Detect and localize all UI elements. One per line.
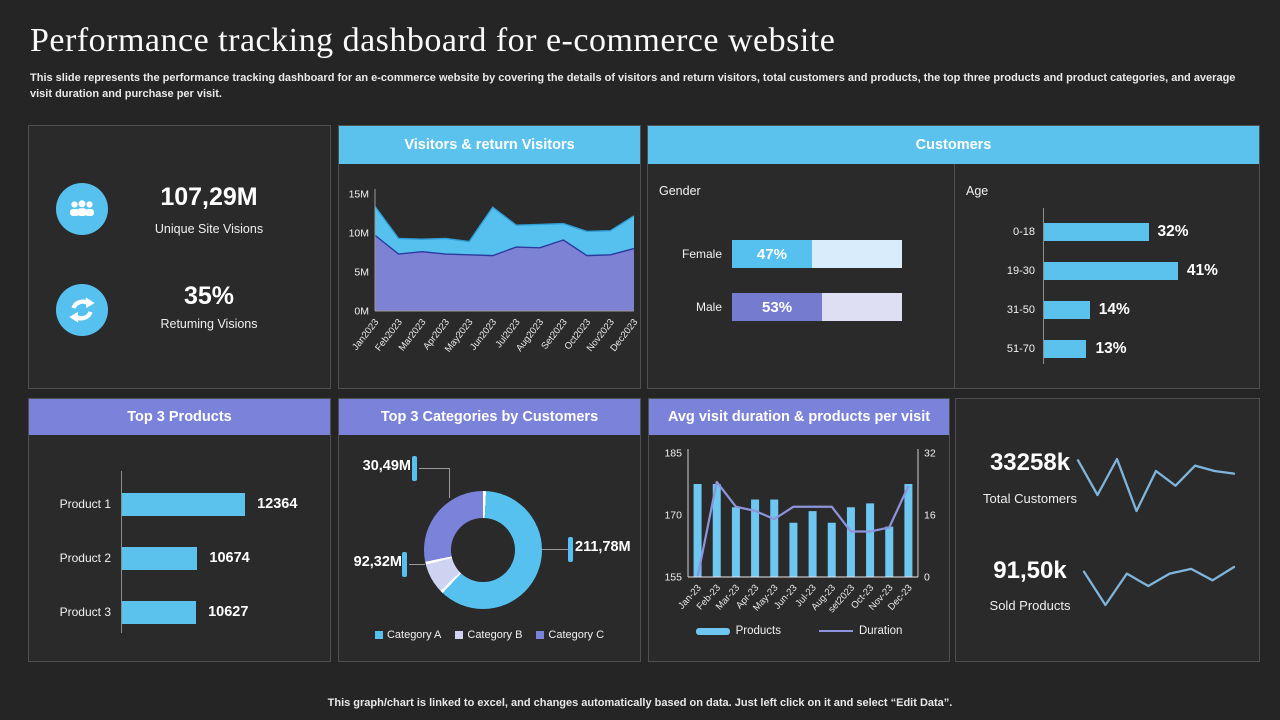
- avg-visit-header: Avg visit duration & products per visit: [649, 399, 949, 435]
- top-products-chart[interactable]: Product 1 12364 Product 2 10674 Product 3 106…: [29, 435, 330, 663]
- avg-visit-panel: Avg visit duration & products per visit …: [648, 398, 950, 662]
- svg-text:0M: 0M: [354, 306, 369, 318]
- leader-line: [542, 549, 568, 550]
- svg-text:185: 185: [664, 448, 682, 460]
- gender-row: Female 47%: [660, 240, 902, 268]
- visitors-area-chart[interactable]: 0M5M10M15MJan2023Feb2023Mar2023Apr2023Ma…: [341, 184, 639, 406]
- svg-text:10M: 10M: [349, 228, 369, 240]
- legend-label-category-a: Category A: [386, 629, 442, 641]
- legend-swatch-duration: [818, 629, 853, 633]
- donut-callout-tick: [412, 456, 417, 481]
- visitors-panel-header: Visitors & return Visitors: [339, 126, 640, 164]
- avg-visit-combo-chart[interactable]: 155 170 185 0 16 32 Jan-23 Feb-23 Mar-23 Apr-23 Ma…: [649, 435, 949, 663]
- age-row: 51-70 13%: [1006, 339, 1127, 358]
- donut-callout-tick: [568, 537, 573, 562]
- svg-text:0: 0: [924, 572, 930, 584]
- combo-chart-svg[interactable]: 15517018501632Jan-23Feb-23Mar-23Apr-23Ma…: [651, 437, 947, 625]
- categories-panel: Top 3 Categories by Customers 30,49M 92,…: [338, 398, 641, 662]
- products-axis: [121, 471, 122, 633]
- leader-line: [419, 468, 449, 469]
- age-chart[interactable]: Age 0-18 32% 19-30 41% 31-50 14% 51-70 13%: [955, 164, 1261, 390]
- total-customers-value: 33258k: [989, 449, 1071, 476]
- category-b-value: 92,32M: [353, 554, 402, 570]
- legend-swatch-category-a: [374, 631, 383, 639]
- refresh-icon: [56, 284, 108, 336]
- legend-label-products: Products: [735, 625, 781, 637]
- svg-text:170: 170: [664, 510, 682, 522]
- donut-legend: Category A Category B Category C: [339, 629, 640, 641]
- combo-legend: Products Duration: [649, 625, 949, 637]
- customers-panel: Customers Gender Female 47% Male 53% Age 0-…: [647, 125, 1260, 389]
- svg-text:155: 155: [664, 572, 682, 584]
- gender-label: Gender: [659, 184, 701, 198]
- total-customers-label: Total Customers: [983, 491, 1077, 506]
- gender-chart[interactable]: Gender Female 47% Male 53%: [648, 164, 954, 390]
- customers-panel-header: Customers: [648, 126, 1259, 164]
- users-icon: [56, 183, 108, 235]
- page-title: Performance tracking dashboard for e-com…: [30, 22, 836, 59]
- legend-label-category-c: Category C: [548, 629, 605, 641]
- product-row: Product 2 10674: [35, 531, 325, 585]
- top-products-panel: Top 3 Products Product 1 12364 Product 2 10…: [28, 398, 331, 662]
- stats-panel: 107,29M Unique Site Visions 35% Retuming…: [28, 125, 331, 389]
- unique-visits-value: 107,29M: [160, 183, 258, 211]
- leader-line: [409, 564, 425, 565]
- product-row: Product 3 10627: [35, 585, 325, 639]
- returning-visits-value: 35%: [183, 282, 235, 310]
- age-row: 19-30 41%: [1006, 261, 1218, 280]
- page-subtitle: This slide represents the performance tr…: [30, 72, 1236, 100]
- legend-label-category-b: Category B: [467, 629, 523, 641]
- legend-swatch-category-c: [536, 631, 545, 639]
- top-products-header: Top 3 Products: [29, 399, 330, 435]
- returning-visits-label: Retuming Visions: [160, 317, 258, 331]
- donut-callout-tick: [402, 552, 407, 577]
- age-row: 31-50 14%: [1006, 300, 1130, 319]
- category-a-value: 211,78M: [575, 539, 631, 555]
- sold-products-label: Sold Products: [989, 598, 1071, 613]
- age-row: 0-18 32%: [1012, 222, 1189, 241]
- svg-text:5M: 5M: [354, 267, 369, 279]
- footer-note: This graph/chart is linked to excel, and…: [327, 697, 953, 709]
- age-axis: [1043, 208, 1044, 364]
- svg-text:32: 32: [924, 448, 936, 460]
- categories-header: Top 3 Categories by Customers: [339, 399, 640, 435]
- age-label: Age: [966, 184, 989, 198]
- product-row: Product 1 12364: [35, 477, 325, 531]
- visitors-panel: Visitors & return Visitors 0M 5M 10M 15M Jan…: [338, 125, 641, 389]
- total-customers-sparkline[interactable]: [1072, 449, 1240, 521]
- gender-age-divider: [954, 164, 955, 388]
- gender-row: Male 53%: [660, 293, 902, 321]
- svg-text:16: 16: [924, 510, 936, 522]
- totals-panel: 33258k Total Customers 91,50k Sold Produ…: [955, 398, 1260, 662]
- legend-label-duration: Duration: [858, 625, 903, 637]
- svg-text:15M: 15M: [349, 189, 369, 201]
- unique-visits-label: Unique Site Visions: [154, 222, 264, 236]
- category-c-value: 30,49M: [362, 458, 411, 474]
- legend-swatch-category-b: [455, 631, 464, 639]
- sold-products-sparkline[interactable]: [1078, 557, 1240, 615]
- categories-donut-chart[interactable]: 30,49M 92,32M 211,78M Category A Categor…: [339, 435, 640, 663]
- leader-line: [449, 468, 450, 498]
- donut-ring[interactable]: [424, 491, 542, 609]
- sold-products-value: 91,50k: [993, 557, 1067, 584]
- legend-swatch-products: [695, 627, 730, 635]
